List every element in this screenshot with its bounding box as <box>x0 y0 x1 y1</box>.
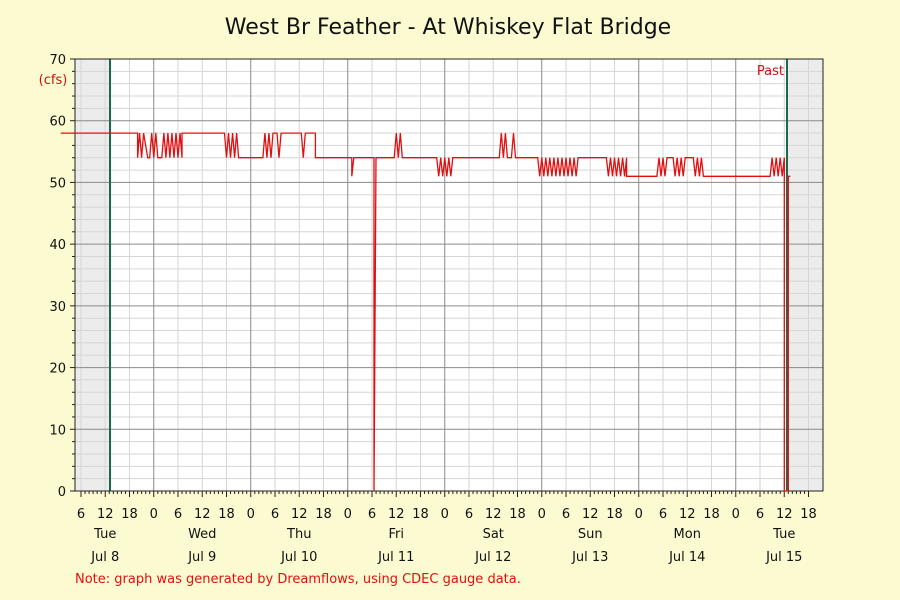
past-marker-label: Past <box>757 64 784 79</box>
x-tick-label: 18 <box>800 507 817 522</box>
y-tick-label: 50 <box>49 176 66 191</box>
y-tick-label: 20 <box>49 362 66 377</box>
day-date-label: Jul 9 <box>187 550 216 565</box>
series-line-flow <box>60 132 791 492</box>
x-tick-label: 0 <box>441 507 449 522</box>
x-tick-label: 0 <box>538 507 546 522</box>
x-tick-label: 12 <box>582 507 599 522</box>
plot-background <box>75 59 823 491</box>
x-tick-label: 0 <box>344 507 352 522</box>
day-date-label: Jul 13 <box>571 550 608 565</box>
day-weekday-label: Sat <box>483 527 504 542</box>
day-date-label: Jul 14 <box>668 550 705 565</box>
x-tick-label: 18 <box>606 507 623 522</box>
day-weekday-label: Wed <box>188 527 216 542</box>
x-tick-label: 6 <box>368 507 376 522</box>
x-tick-label: 12 <box>194 507 211 522</box>
day-weekday-label: Thu <box>286 527 311 542</box>
day-weekday-label: Tue <box>772 527 795 542</box>
day-date-label: Jul 15 <box>765 550 802 565</box>
x-tick-label: 6 <box>562 507 570 522</box>
day-weekday-label: Fri <box>389 527 405 542</box>
x-tick-label: 6 <box>659 507 667 522</box>
x-tick-label: 18 <box>315 507 332 522</box>
x-tick-label: 18 <box>412 507 429 522</box>
x-tick-label: 18 <box>218 507 235 522</box>
day-date-label: Jul 10 <box>280 550 317 565</box>
chart-note: Note: graph was generated by Dreamflows,… <box>75 572 521 587</box>
chart-title: West Br Feather - At Whiskey Flat Bridge <box>225 15 671 40</box>
x-tick-label: 6 <box>271 507 279 522</box>
x-tick-label: 6 <box>465 507 473 522</box>
x-tick-label: 0 <box>635 507 643 522</box>
x-tick-label: 6 <box>77 507 85 522</box>
x-tick-label: 12 <box>485 507 502 522</box>
y-tick-label: 30 <box>49 300 66 315</box>
x-tick-label: 6 <box>756 507 764 522</box>
x-tick-label: 18 <box>509 507 526 522</box>
shaded-region-right <box>787 59 823 491</box>
y-axis-unit-label: (cfs) <box>39 73 68 88</box>
day-weekday-label: Mon <box>674 527 701 542</box>
x-tick-label: 18 <box>121 507 138 522</box>
x-tick-label: 0 <box>247 507 255 522</box>
x-tick-label: 12 <box>776 507 793 522</box>
x-tick-label: 6 <box>174 507 182 522</box>
day-date-label: Jul 11 <box>377 550 414 565</box>
x-tick-label: 18 <box>703 507 720 522</box>
day-date-label: Jul 12 <box>474 550 511 565</box>
x-tick-label: 0 <box>732 507 740 522</box>
y-tick-label: 70 <box>49 53 66 68</box>
y-tick-label: 0 <box>58 485 66 500</box>
day-weekday-label: Tue <box>93 527 116 542</box>
x-tick-label: 12 <box>291 507 308 522</box>
x-tick-label: 0 <box>150 507 158 522</box>
day-date-label: Jul 8 <box>90 550 119 565</box>
y-tick-label: 60 <box>49 115 66 130</box>
day-weekday-label: Sun <box>578 527 603 542</box>
x-tick-label: 12 <box>97 507 114 522</box>
x-tick-label: 12 <box>679 507 696 522</box>
y-tick-label: 40 <box>49 238 66 253</box>
y-tick-label: 10 <box>49 423 66 438</box>
x-tick-label: 12 <box>388 507 405 522</box>
